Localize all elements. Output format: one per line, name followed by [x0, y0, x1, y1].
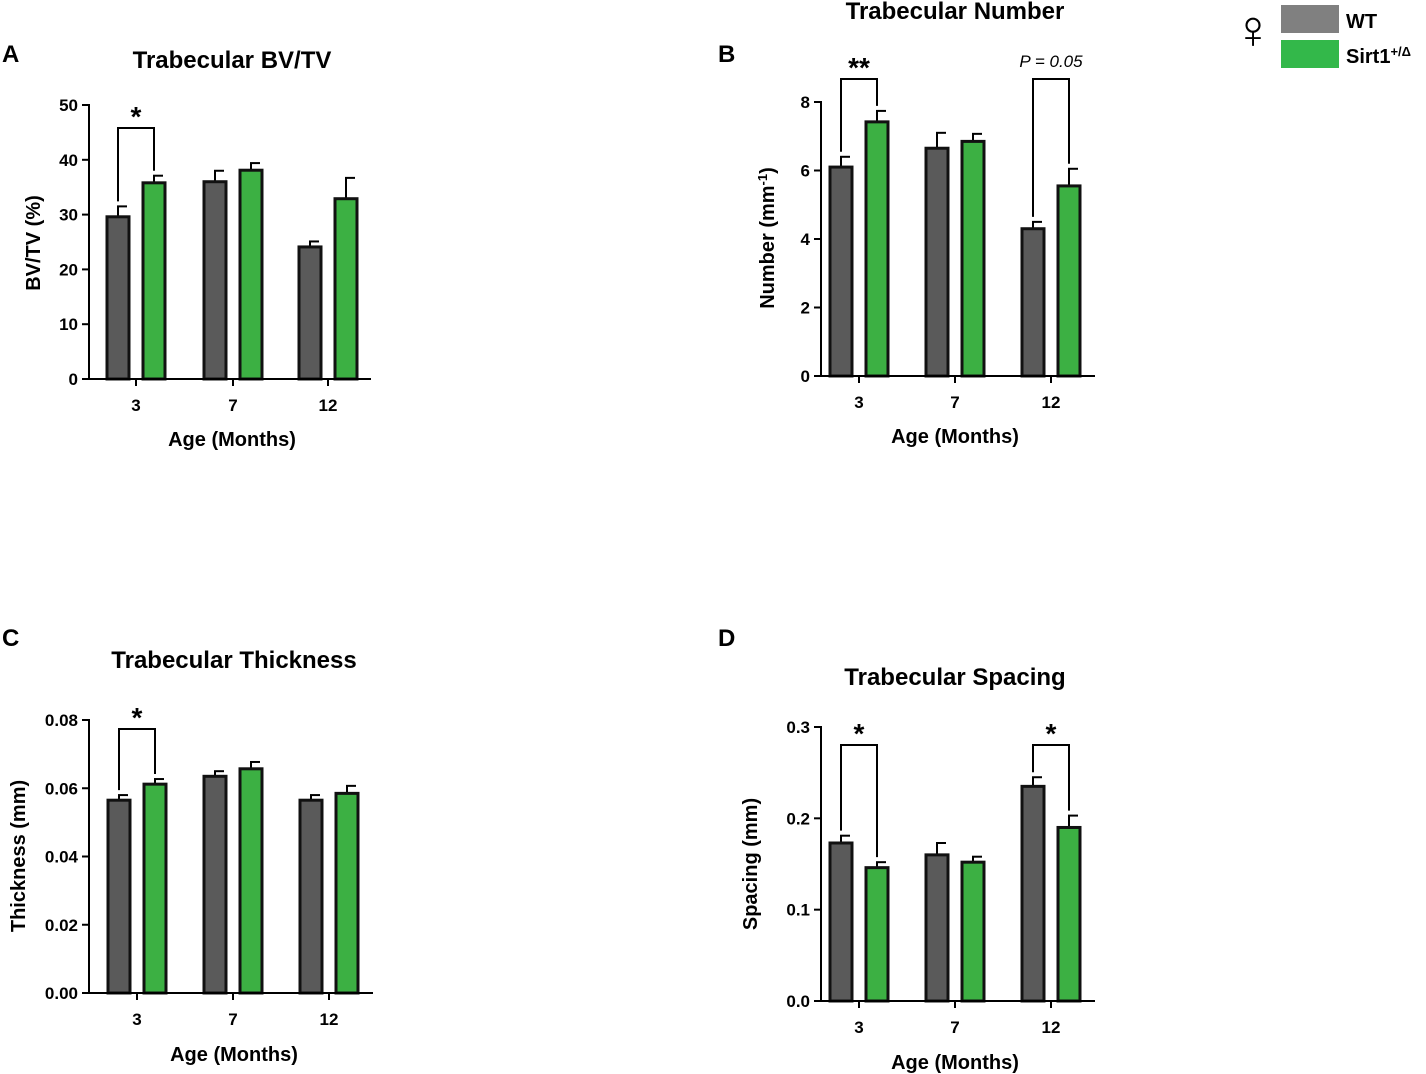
legend-swatch-sirt1 [1281, 40, 1339, 68]
legend-label-wt: WT [1346, 11, 1377, 33]
y-tick-label: 2 [801, 299, 810, 318]
x-tick-label: 3 [854, 1018, 863, 1037]
y-tick-label: 0.3 [786, 718, 810, 737]
bar-wt-12 [1022, 229, 1044, 376]
bar-wt-7 [204, 776, 226, 993]
bar-sirt1-3 [866, 868, 888, 1001]
y-tick-label: 0.06 [45, 779, 78, 798]
bar-sirt1-3 [866, 122, 888, 376]
panel-letter-a: A [2, 41, 19, 68]
y-tick-label: 4 [801, 230, 811, 249]
x-axis-label-c: Age (Months) [170, 1044, 298, 1066]
y-axis-label-b: Number (mm-1) [755, 167, 780, 309]
bar-wt-12 [300, 800, 322, 993]
x-tick-label: 7 [228, 396, 237, 415]
bar-sirt1-12 [336, 793, 358, 993]
y-tick-label: 40 [59, 151, 78, 170]
bar-sirt1-7 [240, 769, 262, 993]
bar-sirt1-12 [1058, 827, 1080, 1001]
y-tick-label: 0.2 [786, 809, 810, 828]
chart-title-b: Trabecular Number [846, 0, 1065, 25]
bar-sirt1-7 [240, 170, 262, 379]
plot-area-a: 0 10 20 30 40 50 3 7 12 * [59, 96, 371, 415]
bar-sirt1-3 [144, 784, 166, 993]
bar-wt-3 [830, 167, 852, 376]
bar-sirt1-7 [962, 862, 984, 1001]
significance-bracket [119, 729, 155, 790]
bar-wt-7 [926, 855, 948, 1001]
significance-label: * [1046, 718, 1057, 749]
legend-label-sirt1-superscript: +/Δ [1390, 44, 1411, 59]
y-axis-label-c: Thickness (mm) [8, 780, 30, 932]
bar-wt-7 [926, 148, 948, 376]
panel-letter-c: C [2, 625, 19, 652]
y-tick-label: 0.08 [45, 711, 78, 730]
y-axis-label-d: Spacing (mm) [740, 798, 762, 930]
panel-c: C Trabecular Thickness Thickness (mm) Ag… [2, 625, 373, 1066]
panel-a: A Trabecular BV/TV BV/TV (%) Age (Months… [2, 41, 371, 451]
legend-label-sirt1: Sirt1+/Δ [1346, 44, 1411, 69]
plot-area-d: 0.0 0.1 0.2 0.3 3 7 12 * * [786, 718, 1095, 1037]
bar-sirt1-3 [143, 183, 165, 379]
bar-wt-7 [204, 182, 226, 379]
y-tick-label: 0.04 [45, 848, 79, 867]
y-tick-label: 8 [801, 93, 810, 112]
x-tick-label: 3 [131, 396, 140, 415]
plot-area-b: 0 2 4 6 8 3 7 12 ** P = 0.05 [801, 52, 1095, 412]
x-tick-label: 3 [132, 1010, 141, 1029]
significance-label: * [132, 702, 143, 733]
significance-bracket [841, 745, 877, 857]
significance-label: ** [848, 52, 870, 83]
y-tick-label: 0.0 [786, 992, 810, 1011]
legend-label-sirt1-text: Sirt1 [1346, 46, 1390, 68]
x-tick-label: 7 [950, 393, 959, 412]
bar-wt-3 [107, 217, 129, 379]
female-symbol-icon: ♀ [1233, 0, 1274, 60]
chart-title-a: Trabecular BV/TV [133, 47, 332, 74]
y-tick-label: 0.02 [45, 916, 78, 935]
y-tick-label: 50 [59, 96, 78, 115]
legend: ♀ WT Sirt1+/Δ [1233, 0, 1411, 68]
significance-label: * [854, 718, 865, 749]
x-axis-label-d: Age (Months) [891, 1052, 1019, 1074]
panel-letter-b: B [718, 41, 735, 68]
y-tick-label: 20 [59, 260, 78, 279]
panel-d: D Trabecular Spacing Spacing (mm) Age (M… [718, 625, 1095, 1074]
x-axis-label-b: Age (Months) [891, 426, 1019, 448]
x-tick-label: 7 [950, 1018, 959, 1037]
x-tick-label: 12 [1042, 393, 1061, 412]
y-tick-label: 0 [801, 367, 810, 386]
bar-wt-12 [1022, 786, 1044, 1001]
y-tick-label: 30 [59, 206, 78, 225]
y-tick-label: 0.00 [45, 984, 78, 1003]
bar-wt-3 [830, 843, 852, 1001]
chart-title-d: Trabecular Spacing [844, 664, 1065, 691]
x-axis-label-a: Age (Months) [168, 429, 296, 451]
bar-wt-3 [108, 800, 130, 993]
x-tick-label: 12 [319, 396, 338, 415]
y-axis-label-a: BV/TV (%) [23, 195, 45, 291]
panel-b: B Trabecular Number Number (mm-1) Age (M… [718, 0, 1095, 448]
x-tick-label: 12 [320, 1010, 339, 1029]
chart-title-c: Trabecular Thickness [111, 647, 356, 674]
legend-swatch-wt [1281, 5, 1339, 33]
bar-sirt1-12 [1058, 186, 1080, 376]
figure: A Trabecular BV/TV BV/TV (%) Age (Months… [0, 0, 1426, 1074]
plot-area-c: 0.00 0.02 0.04 0.06 0.08 3 7 12 * [45, 702, 373, 1029]
significance-label: P = 0.05 [1019, 52, 1083, 71]
x-tick-label: 12 [1042, 1018, 1061, 1037]
x-tick-label: 3 [854, 393, 863, 412]
bar-sirt1-7 [962, 141, 984, 376]
y-tick-label: 6 [801, 162, 810, 181]
y-tick-label: 0 [69, 370, 78, 389]
bar-wt-12 [299, 247, 321, 379]
x-tick-label: 7 [228, 1010, 237, 1029]
significance-label: * [131, 101, 142, 132]
bar-sirt1-12 [335, 199, 357, 379]
y-tick-label: 10 [59, 315, 78, 334]
panel-letter-d: D [718, 625, 735, 652]
y-tick-label: 0.1 [786, 901, 810, 920]
